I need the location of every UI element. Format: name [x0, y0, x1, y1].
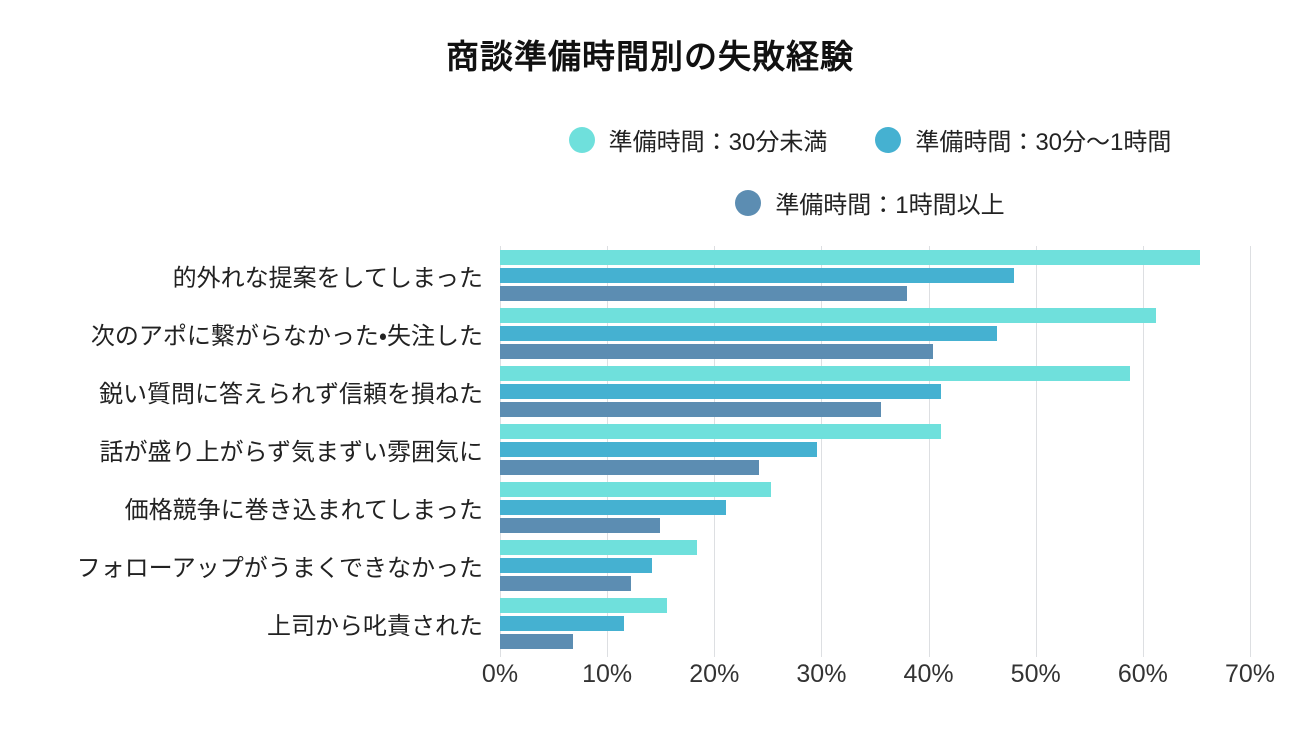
x-tick-label-10: 10% — [582, 660, 633, 688]
tick-mark-50 — [1035, 652, 1037, 657]
bar-series-1-category-4 — [500, 499, 727, 515]
legend-label-30min-to-1hour: 準備時間：30分〜1時間 — [915, 129, 1172, 156]
category-bars — [500, 249, 1250, 301]
x-tick-label-50: 50% — [1010, 660, 1061, 688]
bar-series-1-category-6 — [500, 615, 625, 631]
plot-area: 的外れな提案をしてしまった次のアポに繋がらなかった・失注した鋭い質問に答えられず… — [0, 246, 1275, 700]
tick-mark-60 — [1142, 652, 1144, 657]
gridline-50 — [1035, 246, 1037, 652]
bar-series-2-category-3 — [500, 459, 760, 475]
tick-mark-30 — [821, 652, 823, 657]
bar-series-0-category-2 — [500, 365, 1130, 381]
tick-mark-20 — [714, 652, 716, 657]
bar-series-0-category-3 — [500, 423, 942, 439]
category-row: 価格競争に巻き込まれてしまった — [0, 478, 1250, 536]
bar-rows: 的外れな提案をしてしまった次のアポに繋がらなかった・失注した鋭い質問に答えられず… — [0, 246, 1250, 652]
x-tick-label-60: 60% — [1117, 660, 1168, 688]
bar-series-0-category-6 — [500, 597, 668, 613]
legend-dot-30min-to-1hour-icon — [875, 126, 902, 153]
category-label: 的外れな提案をしてしまった — [172, 264, 483, 292]
category-bars — [500, 539, 1250, 591]
bar-series-1-category-1 — [500, 325, 998, 341]
tick-mark-70 — [1250, 652, 1251, 657]
legend-label-under-30min: 準備時間：30分未満 — [608, 129, 828, 156]
legend-item-30min-to-1hour: 準備時間：30分〜1時間 — [875, 122, 1171, 157]
category-label: 次のアポに繋がらなかった・失注した — [90, 322, 483, 350]
category-row: 的外れな提案をしてしまった — [0, 246, 1250, 304]
category-label: 鋭い質問に答えられず信頼を損ねた — [99, 380, 483, 408]
category-row: 次のアポに繋がらなかった・失注した — [0, 304, 1250, 362]
tick-mark-10 — [607, 652, 609, 657]
chart-title: 商談準備時間別の失敗経験 — [446, 38, 854, 75]
bar-series-0-category-4 — [500, 481, 772, 497]
category-bars — [500, 307, 1250, 359]
gridline-60 — [1142, 246, 1144, 652]
gridline-40 — [928, 246, 930, 652]
legend-row-2: 準備時間：1時間以上 — [735, 185, 1005, 220]
bar-series-0-category-0 — [500, 249, 1200, 265]
bar-series-1-category-2 — [500, 383, 942, 399]
x-tick-label-40: 40% — [903, 660, 954, 688]
legend: 準備時間：30分未満 準備時間：30分〜1時間 準備時間：1時間以上 — [490, 122, 1250, 220]
x-axis: 0% 10% 20% 30% 40% 50% 60% 70% — [482, 660, 1275, 700]
category-row: フォローアップがうまくできなかった — [0, 536, 1250, 594]
bar-series-2-category-5 — [500, 575, 631, 591]
tick-mark-0 — [500, 652, 501, 657]
x-tick-label-20: 20% — [689, 660, 740, 688]
category-row: 上司から叱責された — [0, 594, 1250, 652]
bar-series-1-category-5 — [500, 557, 653, 573]
legend-item-over-1hour: 準備時間：1時間以上 — [735, 185, 1005, 220]
legend-item-under-30min: 準備時間：30分未満 — [568, 122, 828, 157]
category-label: 価格競争に巻き込まれてしまった — [124, 496, 483, 524]
bar-series-2-category-6 — [500, 633, 573, 649]
legend-label-over-1hour: 準備時間：1時間以上 — [775, 192, 1005, 219]
category-row: 話が盛り上がらず気まずい雰囲気に — [0, 420, 1250, 478]
legend-row-1: 準備時間：30分未満 準備時間：30分〜1時間 — [568, 122, 1171, 157]
category-bars — [500, 365, 1250, 417]
category-label: 話が盛り上がらず気まずい雰囲気に — [99, 438, 483, 466]
bar-series-2-category-1 — [500, 343, 933, 359]
bar-series-2-category-4 — [500, 517, 660, 533]
x-tick-label-70: 70% — [1224, 660, 1276, 688]
category-bars — [500, 481, 1250, 533]
legend-dot-under-30min-icon — [568, 126, 595, 153]
x-tick-label-30: 30% — [796, 660, 847, 688]
bar-series-2-category-0 — [500, 285, 908, 301]
tick-mark-40 — [928, 652, 930, 657]
category-label: 上司から叱責された — [267, 612, 483, 640]
category-row: 鋭い質問に答えられず信頼を損ねた — [0, 362, 1250, 420]
bar-series-0-category-1 — [500, 307, 1156, 323]
bar-series-1-category-3 — [500, 441, 818, 457]
category-label: フォローアップがうまくできなかった — [76, 554, 483, 582]
gridline-70 — [1250, 246, 1251, 652]
bar-series-2-category-2 — [500, 401, 882, 417]
x-tick-label-0: 0% — [481, 660, 519, 688]
legend-dot-over-1hour-icon — [735, 189, 762, 216]
gridline-30 — [821, 246, 823, 652]
bar-series-0-category-5 — [500, 539, 698, 555]
category-bars — [500, 597, 1250, 649]
category-bars — [500, 423, 1250, 475]
bar-series-1-category-0 — [500, 267, 1015, 283]
